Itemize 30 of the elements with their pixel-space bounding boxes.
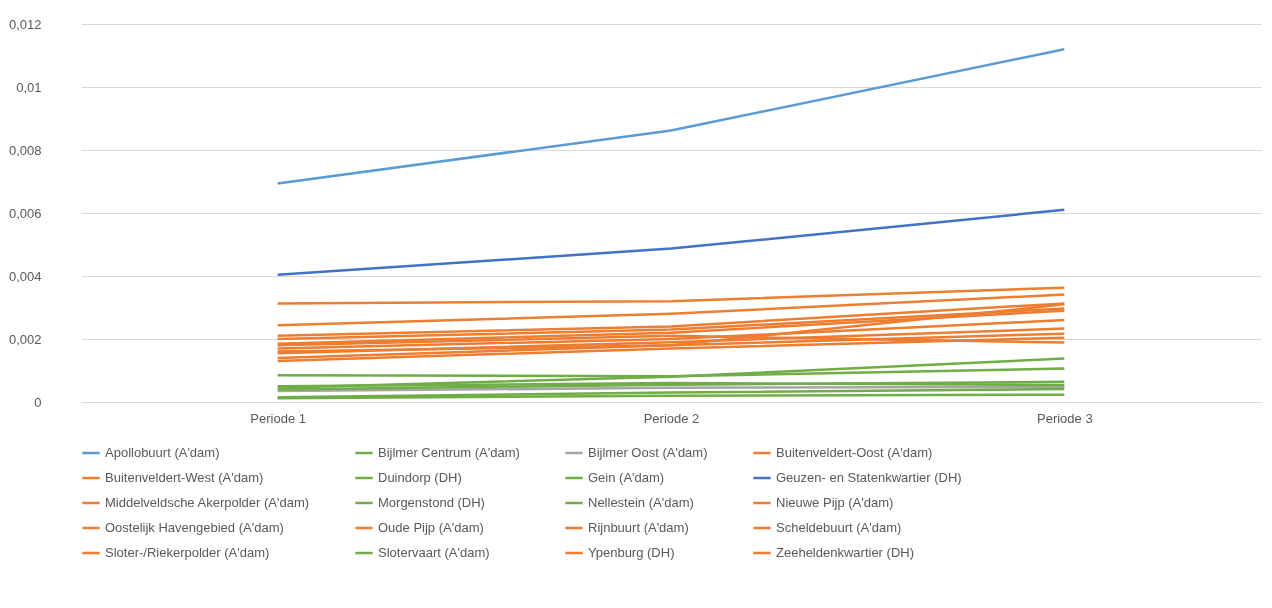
y-tick-label: 0 [34, 394, 42, 410]
legend-label: Apollobuurt (A'dam) [105, 445, 220, 460]
legend-label: Zeeheldenkwartier (DH) [776, 545, 914, 560]
y-tick-label: 0,006 [8, 205, 42, 221]
legend-label: Bijlmer Centrum (A'dam) [378, 445, 520, 460]
x-tick-label: Periode 2 [643, 410, 700, 426]
legend-label: Middelveldsche Akerpolder (A'dam) [105, 495, 310, 510]
y-tick-label: 0,008 [8, 142, 42, 158]
legend-label: Sloter-/Riekerpolder (A'dam) [105, 545, 270, 560]
y-tick-label: 0,002 [8, 331, 42, 347]
legend-label: Oude Pijp (A'dam) [378, 520, 484, 535]
x-tick-label: Periode 3 [1037, 410, 1093, 426]
legend-label: Duindorp (DH) [378, 470, 462, 485]
legend-label: Nellestein (A'dam) [588, 495, 694, 510]
legend-label: Morgenstond (DH) [378, 495, 485, 510]
y-tick-label: 0,01 [16, 79, 42, 95]
legend-label: Oostelijk Havengebied (A'dam) [105, 520, 284, 535]
legend-label: Rijnbuurt (A'dam) [588, 520, 689, 535]
legend-label: Bijlmer Oost (A'dam) [588, 445, 708, 460]
legend-label: Geuzen- en Statenkwartier (DH) [776, 470, 962, 485]
legend-label: Ypenburg (DH) [588, 545, 675, 560]
legend-label: Gein (A'dam) [588, 470, 665, 485]
y-tick-label: 0,004 [8, 268, 42, 284]
legend-label: Slotervaart (A'dam) [378, 545, 490, 560]
legend-label: Buitenveldert-Oost (A'dam) [776, 445, 933, 460]
legend-label: Scheldebuurt (A'dam) [776, 520, 902, 535]
x-tick-label: Periode 1 [250, 410, 306, 426]
legend-label: Buitenveldert-West (A'dam) [105, 470, 264, 485]
y-tick-label: 0,012 [8, 16, 42, 32]
legend-label: Nieuwe Pijp (A'dam) [776, 495, 894, 510]
